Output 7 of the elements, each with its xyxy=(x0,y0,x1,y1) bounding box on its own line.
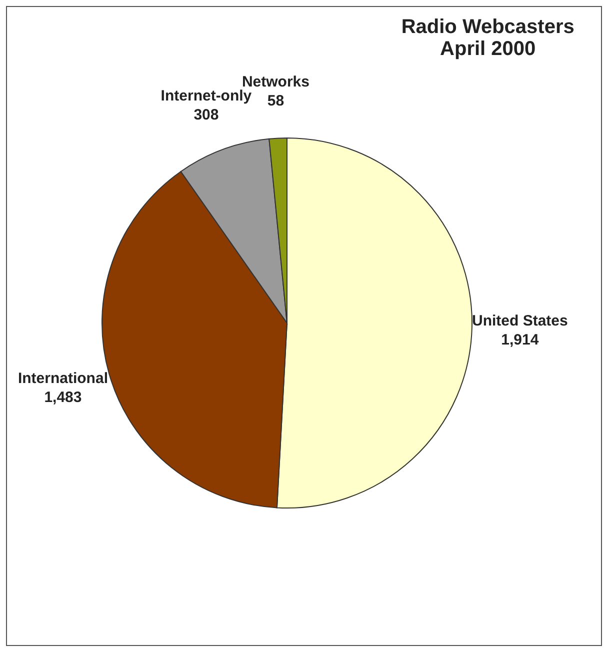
slice-label: International xyxy=(18,370,108,388)
chart-title: Radio Webcasters April 2000 xyxy=(401,16,574,60)
data-label: 58 xyxy=(267,92,284,110)
data-label: 308 xyxy=(194,106,219,124)
slice-label: United States xyxy=(472,312,568,330)
data-label: 1,914 xyxy=(501,331,540,348)
data-label: 1,483 xyxy=(44,389,82,406)
